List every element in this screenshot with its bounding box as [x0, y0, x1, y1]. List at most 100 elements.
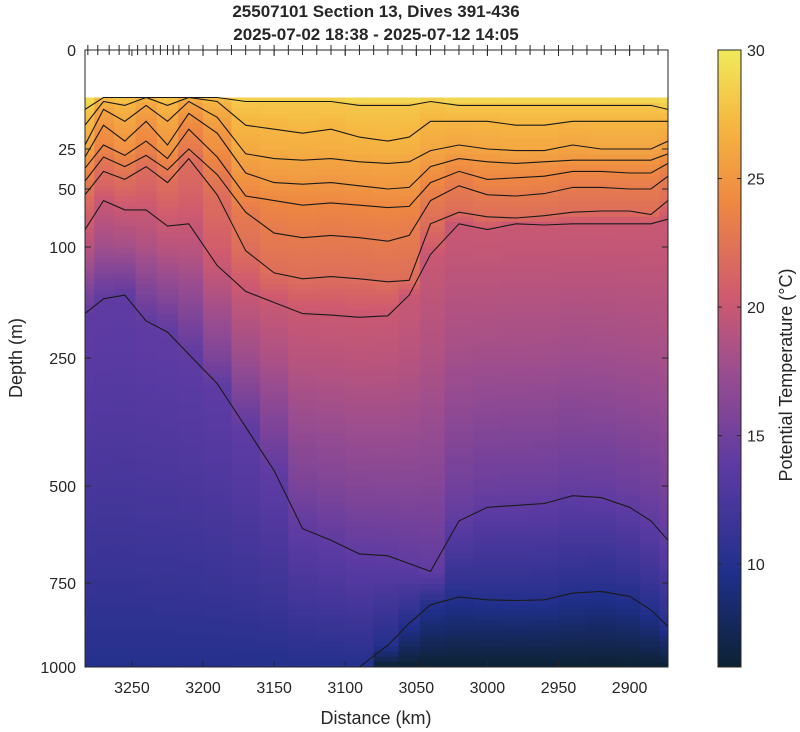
temperature-cell — [114, 490, 137, 497]
temperature-cell — [156, 201, 179, 207]
temperature-cell — [231, 242, 261, 249]
temperature-cell — [259, 278, 289, 285]
temperature-cell — [558, 646, 588, 653]
temperature-cell — [114, 599, 137, 606]
y-tick-label: 25 — [58, 142, 76, 159]
temperature-cell — [231, 320, 261, 326]
temperature-cell — [640, 641, 661, 647]
temperature-cell — [316, 625, 346, 632]
temperature-cell — [586, 573, 616, 580]
temperature-cell — [85, 113, 95, 119]
temperature-cell — [345, 553, 375, 559]
temperature-cell — [85, 283, 95, 290]
temperature-cell — [231, 351, 261, 357]
temperature-cell — [114, 133, 137, 140]
temperature-cell — [398, 195, 421, 202]
temperature-cell — [178, 630, 204, 637]
temperature-cell — [156, 351, 179, 357]
temperature-cell — [259, 221, 289, 228]
temperature-cell — [659, 164, 668, 171]
temperature-cell — [586, 661, 616, 667]
temperature-cell — [419, 330, 446, 337]
temperature-cell — [659, 206, 668, 213]
temperature-cell — [114, 159, 137, 166]
temperature-cell — [419, 454, 446, 461]
temperature-cell — [135, 211, 158, 218]
temperature-cell — [615, 273, 641, 280]
temperature-cell — [178, 656, 204, 663]
temperature-cell — [156, 646, 179, 653]
temperature-cell — [419, 309, 446, 316]
temperature-cell — [345, 283, 375, 290]
temperature-cell — [640, 366, 661, 373]
temperature-cell — [640, 247, 661, 254]
temperature-cell — [178, 159, 204, 166]
temperature-cell — [586, 387, 616, 394]
temperature-cell — [640, 113, 661, 119]
temperature-cell — [586, 610, 616, 616]
temperature-cell — [398, 237, 421, 244]
temperature-cell — [373, 635, 400, 642]
temperature-cell — [94, 563, 115, 570]
temperature-cell — [203, 273, 233, 280]
temperature-cell — [231, 366, 261, 373]
temperature-cell — [135, 371, 158, 378]
temperature-cell — [659, 273, 668, 280]
temperature-cell — [373, 568, 400, 575]
temperature-cell — [419, 304, 446, 311]
temperature-cell — [94, 113, 115, 119]
temperature-cell — [259, 195, 289, 202]
temperature-cell — [615, 340, 641, 347]
temperature-cell — [558, 501, 588, 508]
temperature-cell — [345, 314, 375, 321]
temperature-cell — [231, 563, 261, 570]
temperature-cell — [94, 330, 115, 337]
temperature-cell — [231, 118, 261, 125]
temperature-cell — [316, 553, 346, 559]
temperature-cell — [114, 496, 137, 502]
temperature-cell — [288, 589, 318, 596]
temperature-cell — [530, 180, 560, 187]
temperature-cell — [444, 283, 474, 290]
temperature-cell — [373, 661, 400, 667]
temperature-cell — [156, 232, 179, 238]
temperature-cell — [178, 434, 204, 440]
temperature-cell — [259, 641, 289, 647]
temperature-cell — [203, 242, 233, 249]
temperature-cell — [135, 216, 158, 223]
temperature-cell — [398, 97, 421, 104]
temperature-cell — [473, 138, 503, 145]
temperature-cell — [586, 149, 616, 156]
temperature-cell — [203, 216, 233, 223]
temperature-cell — [259, 201, 289, 207]
temperature-cell — [288, 221, 318, 228]
temperature-cell — [345, 444, 375, 451]
temperature-cell — [530, 164, 560, 171]
temperature-cell — [135, 511, 158, 518]
temperature-cell — [135, 356, 158, 363]
temperature-cell — [345, 434, 375, 440]
temperature-cell — [231, 258, 261, 264]
temperature-cell — [316, 646, 346, 653]
temperature-cell — [615, 144, 641, 150]
temperature-cell — [135, 532, 158, 539]
temperature-cell — [615, 304, 641, 311]
temperature-cell — [156, 630, 179, 637]
temperature-cell — [345, 128, 375, 135]
temperature-cell — [203, 527, 233, 533]
temperature-cell — [373, 397, 400, 404]
temperature-cell — [231, 268, 261, 275]
temperature-cell — [288, 625, 318, 632]
temperature-cell — [586, 506, 616, 513]
temperature-cell — [530, 128, 560, 135]
temperature-cell — [373, 651, 400, 658]
temperature-cell — [203, 573, 233, 580]
temperature-cell — [473, 449, 503, 456]
temperature-cell — [85, 263, 95, 269]
temperature-cell — [659, 170, 668, 176]
temperature-cell — [94, 221, 115, 228]
temperature-cell — [530, 113, 560, 119]
temperature-cell — [419, 159, 446, 166]
temperature-cell — [288, 594, 318, 601]
